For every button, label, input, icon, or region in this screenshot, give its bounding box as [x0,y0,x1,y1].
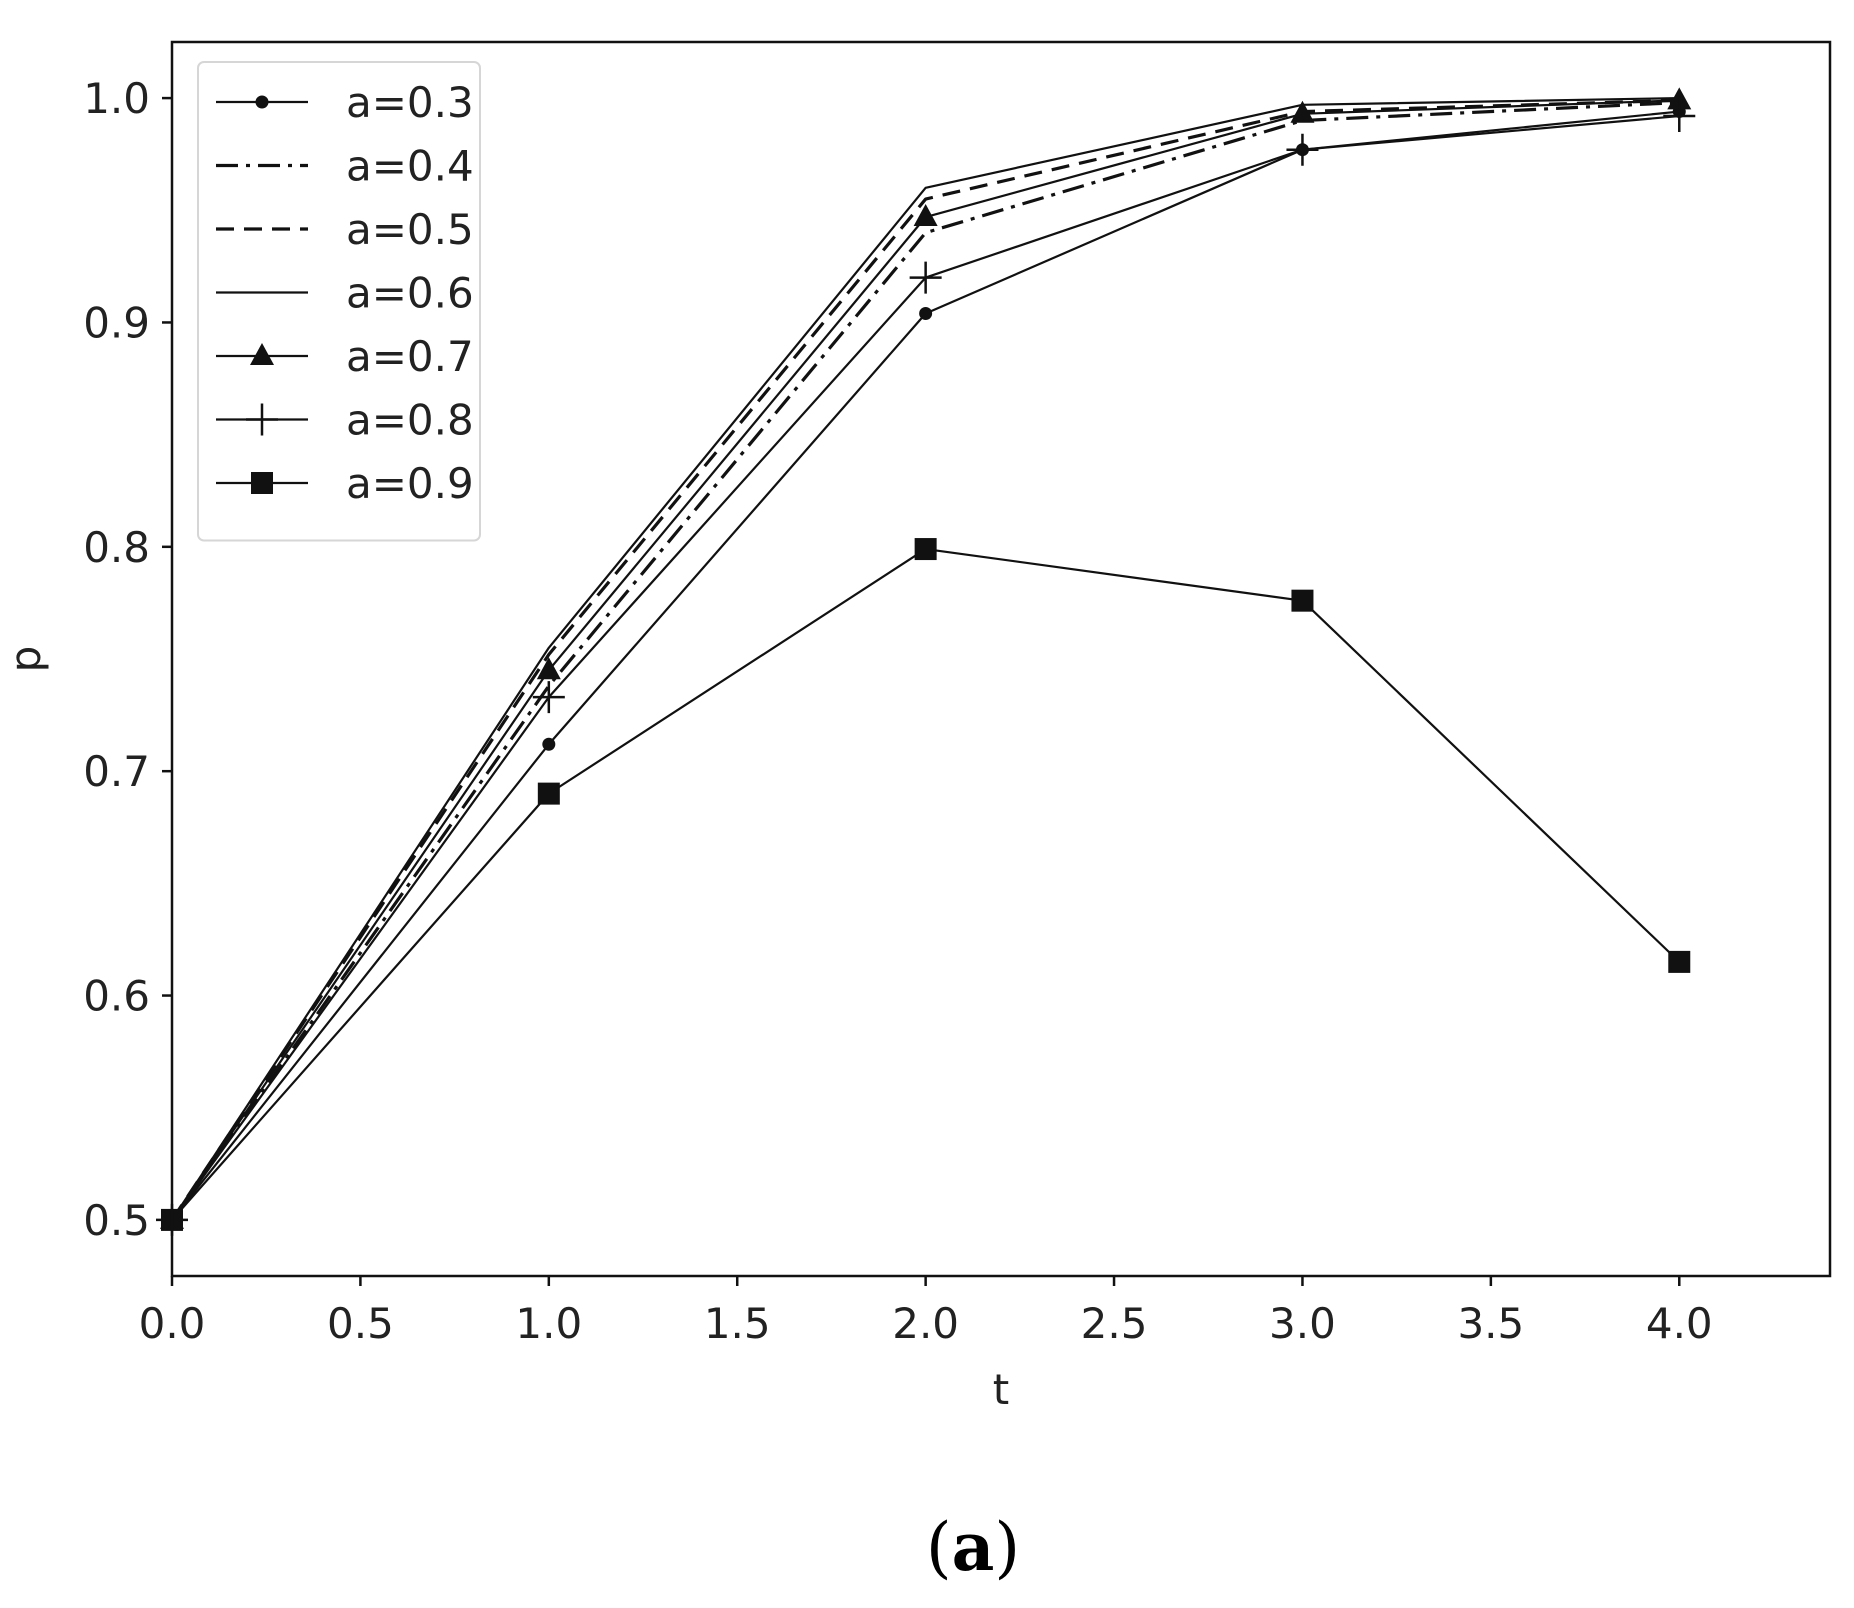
legend-marker [246,403,278,436]
x-tick-label: 0.0 [139,1299,206,1348]
series-a-0-9 [161,538,1691,1231]
legend-label: a=0.5 [346,205,474,254]
data-point [1663,100,1696,133]
y-tick-label: 0.9 [83,298,150,347]
y-tick-label: 0.5 [83,1196,150,1245]
x-tick-label: 0.5 [327,1299,394,1348]
x-tick-label: 1.0 [515,1299,582,1348]
legend-label: a=0.9 [346,459,474,508]
y-axis-label: p [1,646,50,673]
legend: a=0.3 a=0.4 a=0.5 a=0.6 a=0.7 a=0.8 a=0.9 [197,61,481,542]
y-tick-label: 0.7 [83,747,150,796]
legend-marker [255,95,269,109]
plot-frame [170,40,1832,1278]
data-point [914,538,937,561]
legend-marker [250,343,274,365]
legend-item: a=0.5 [216,205,474,254]
data-point [537,782,560,805]
legend-item: a=0.3 [216,78,474,127]
y-tick-label: 0.6 [83,972,150,1021]
legend-label: a=0.3 [346,78,474,127]
axis-ticks: 0.0 0.5 1.0 1.5 2.0 2.5 3.0 3.5 4.0 0.5 0.6 0.7 0.8 0… [83,74,1712,1348]
x-axis-label: t [993,1365,1009,1414]
data-point [909,261,942,294]
x-tick-label: 4.0 [1646,1299,1713,1348]
data-point [1290,100,1315,123]
legend-box [197,61,481,542]
legend-label: a=0.4 [346,142,474,191]
data-point [919,306,933,320]
data-point [542,737,556,751]
x-tick-label: 2.0 [892,1299,959,1348]
series-line [171,96,1680,1221]
caption-letter: a [952,1508,995,1586]
legend-label: a=0.8 [346,396,474,445]
series-line [170,100,1680,1221]
data-point [1667,87,1692,110]
legend-label: a=0.7 [346,332,474,381]
data-point [1668,950,1691,973]
legend-item: a=0.9 [216,459,474,508]
data-point [536,657,561,680]
legend-label: a=0.6 [346,269,474,318]
series-line [171,547,1681,1221]
y-tick-label: 1.0 [83,74,150,123]
legend-item: a=0.7 [216,332,474,381]
x-tick-label: 1.5 [704,1299,771,1348]
x-tick-label: 3.0 [1269,1299,1336,1348]
x-tick-label: 2.5 [1081,1299,1148,1348]
series-lines [156,87,1696,1236]
series-a-0-5 [170,98,1680,1221]
series-a-0-6 [171,96,1680,1221]
legend-marker [251,472,273,494]
data-point [913,204,938,227]
data-point [1286,133,1319,166]
data-point [1291,589,1314,612]
y-tick-label: 0.8 [83,523,150,572]
series-line [170,98,1680,1221]
legend-item: a=0.8 [216,396,474,445]
figure-caption: (a) [926,1508,1020,1586]
caption-close: ) [994,1509,1020,1586]
caption-open: ( [926,1509,952,1586]
series-a-0-4 [170,100,1680,1221]
data-point [532,681,565,714]
legend-item: a=0.6 [216,269,474,318]
legend-item: a=0.4 [216,142,474,191]
x-tick-label: 3.5 [1457,1299,1524,1348]
